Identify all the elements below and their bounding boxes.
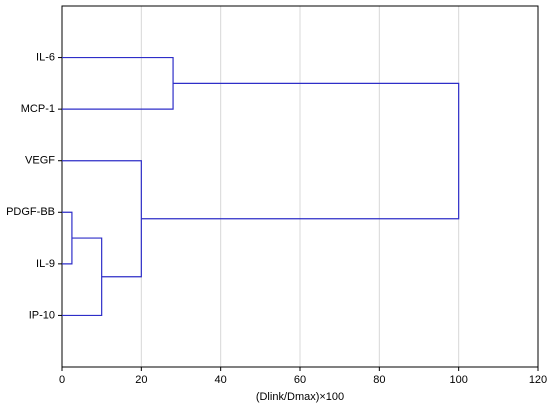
- dendrogram-link: [62, 56, 174, 110]
- x-tick-label: 20: [135, 374, 147, 386]
- dendrogram-link: [141, 82, 460, 220]
- x-axis-label: (Dlink/Dmax)×100: [256, 391, 344, 403]
- leaf-label: IP-10: [29, 309, 55, 321]
- leaf-label: IL-6: [36, 51, 55, 63]
- dendrogram-link: [62, 160, 142, 278]
- x-tick-label: 0: [59, 374, 65, 386]
- leaf-label: PDGF-BB: [6, 206, 55, 218]
- leaf-label: VEGF: [25, 155, 55, 167]
- x-tick-label: 120: [529, 374, 547, 386]
- x-tick-label: 80: [373, 374, 385, 386]
- leaf-label: MCP-1: [21, 103, 55, 115]
- dendrogram-link: [62, 237, 103, 317]
- x-tick-label: 60: [294, 374, 306, 386]
- x-tick-label: 40: [215, 374, 227, 386]
- leaf-label: IL-9: [36, 258, 55, 270]
- x-tick-label: 100: [449, 374, 467, 386]
- dendrogram-link: [62, 211, 73, 265]
